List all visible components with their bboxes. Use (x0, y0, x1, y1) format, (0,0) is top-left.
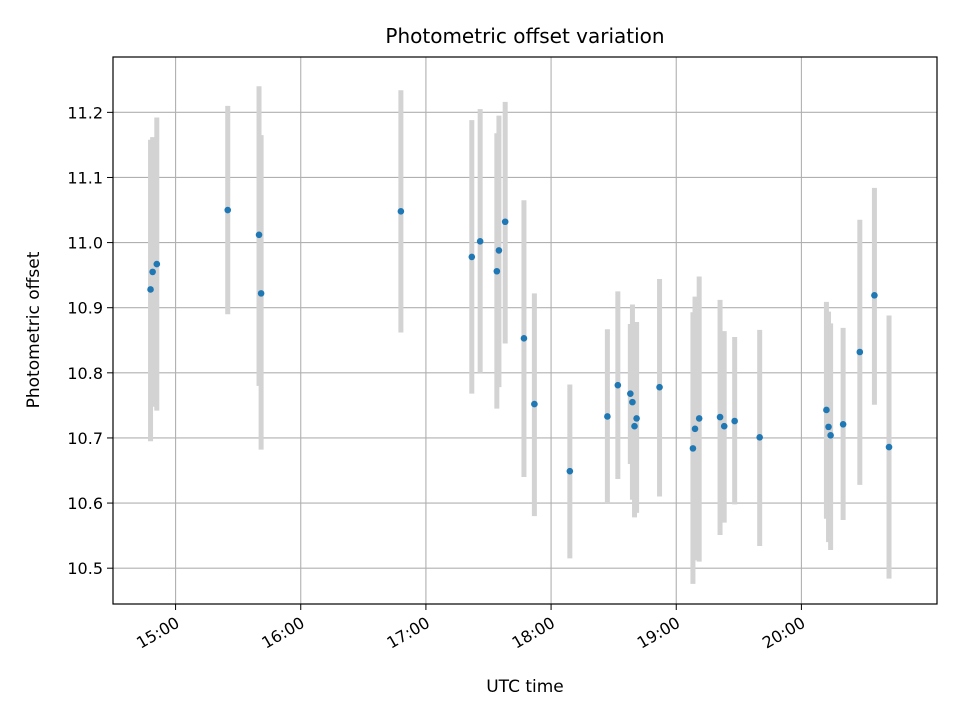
data-point (566, 467, 574, 475)
data-point (520, 335, 528, 342)
data-point (531, 400, 538, 408)
data-point (825, 423, 832, 431)
data-point (716, 413, 724, 421)
data-point (631, 422, 638, 430)
data-point (604, 413, 611, 420)
data-point (839, 420, 847, 428)
data-point (689, 445, 697, 452)
data-point (493, 267, 501, 275)
data-point (468, 253, 476, 261)
y-tick-label: 10.8 (67, 364, 103, 383)
data-point (656, 383, 663, 391)
y-tick-label: 11.2 (67, 103, 103, 122)
data-point (149, 268, 156, 276)
data-point (476, 237, 484, 245)
data-point (147, 286, 154, 293)
data-point (495, 247, 503, 254)
data-point (827, 432, 834, 439)
y-axis: 10.5 10.6 10.7 10.8 10.9 11.0 11.1 11.2 (67, 103, 113, 578)
data-point (224, 206, 232, 214)
data-point (501, 218, 509, 226)
y-tick-label: 10.6 (67, 494, 103, 513)
data-point (695, 415, 703, 422)
y-tick-label: 10.7 (67, 429, 103, 448)
data-point (871, 292, 878, 299)
data-point (720, 422, 728, 430)
data-point (614, 381, 622, 389)
data-point (756, 433, 763, 441)
x-axis-label: UTC time (486, 677, 564, 697)
data-point (257, 290, 265, 297)
y-tick-label: 10.5 (67, 559, 103, 578)
data-point (153, 260, 161, 268)
data-point (731, 417, 738, 425)
y-axis-label: Photometric offset (24, 251, 44, 408)
data-point (856, 348, 864, 356)
data-point (691, 425, 699, 433)
y-tick-label: 10.9 (67, 299, 103, 318)
plot-frame (112, 56, 938, 605)
data-point (885, 443, 893, 451)
y-tick-label: 11.1 (67, 168, 103, 187)
data-point (633, 415, 640, 422)
data-point (823, 406, 830, 414)
data-point (255, 231, 263, 239)
y-tick-label: 11.0 (67, 234, 103, 253)
data-point (397, 208, 405, 215)
data-point (627, 390, 634, 397)
data-point (629, 398, 636, 406)
chart-title: Photometric offset variation (385, 24, 664, 48)
data-points (147, 206, 893, 475)
